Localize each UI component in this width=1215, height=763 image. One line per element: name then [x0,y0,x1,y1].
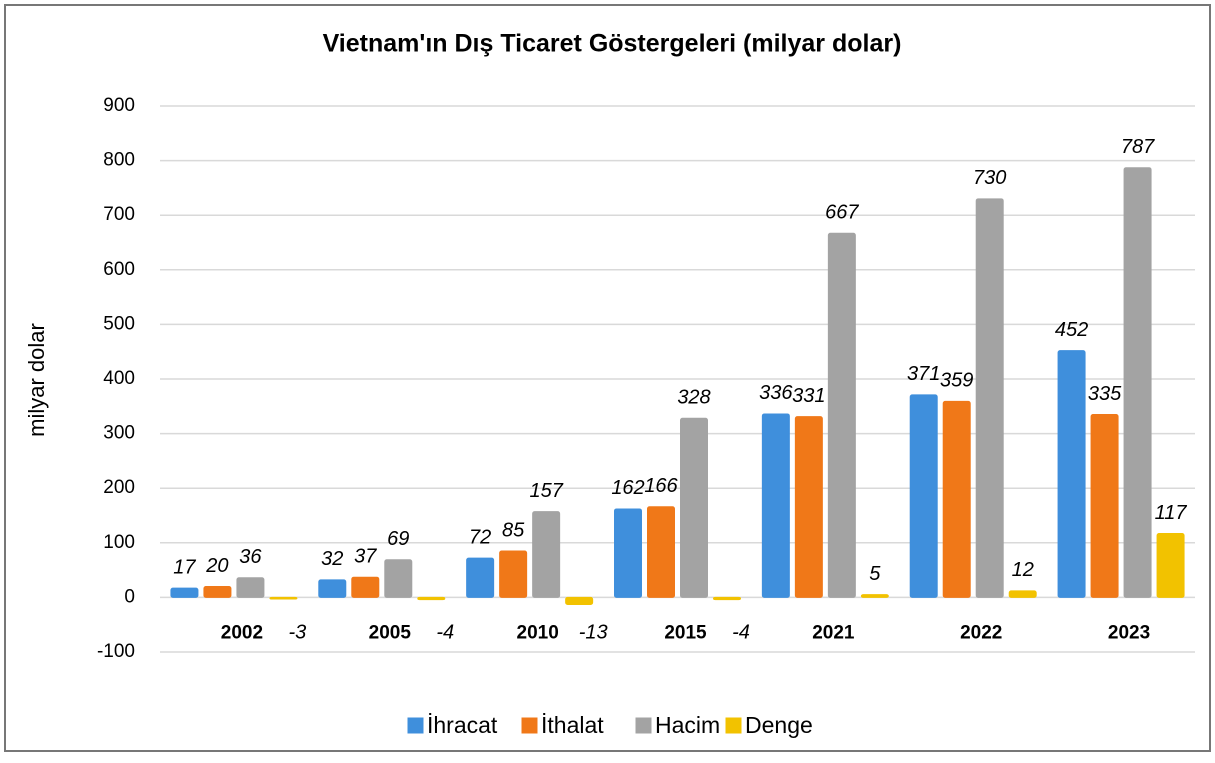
bar [565,596,594,605]
chart-title: Vietnam'ın Dış Ticaret Göstergeleri (mil… [323,30,902,58]
data-label: 32 [321,548,343,570]
legend-label: Hacim [655,712,720,738]
y-tick-label: 300 [103,423,135,444]
data-label: 12 [1012,559,1034,581]
legend-swatch [635,717,652,734]
bar [909,394,938,598]
bar [794,416,823,598]
data-label: 5 [869,563,881,585]
x-tick-label: 2021 [812,622,855,643]
legend-swatch [521,717,538,734]
bar [680,417,708,598]
bar [1057,350,1086,598]
bar [269,596,298,600]
data-label: 36 [239,546,262,568]
bar [532,511,561,598]
data-label: -3 [289,622,307,644]
bar [1156,533,1185,598]
bar [203,585,232,598]
data-label: 72 [469,526,491,548]
data-label: 331 [792,385,825,407]
data-label: -4 [436,622,454,644]
y-tick-label: 500 [103,313,135,334]
y-tick-label: 700 [103,204,135,225]
y-tick-label: 100 [103,532,135,553]
bar [499,550,528,598]
data-label: -13 [579,622,608,644]
bar [384,559,413,598]
bar [713,596,741,601]
data-label: -4 [732,622,750,644]
legend-swatch [725,717,742,734]
data-label: 85 [502,519,525,541]
bar [318,579,347,598]
y-tick-label: 400 [103,368,135,389]
bar [860,594,889,598]
y-axis-label: milyar dolar [24,323,49,437]
x-tick-label: 2002 [221,622,263,643]
data-label: 117 [1155,502,1188,524]
data-label: 371 [907,363,940,385]
data-label: 69 [387,528,409,550]
legend-label: İthalat [541,712,604,738]
bar [647,506,675,598]
data-label: 328 [677,387,710,409]
data-label: 452 [1055,319,1088,341]
x-tick-label: 2010 [517,622,559,643]
bar [1008,590,1037,598]
x-tick-label: 2023 [1108,622,1150,643]
x-tick-label: 2022 [960,622,1002,643]
data-label: 20 [205,555,228,577]
bar [1123,167,1152,598]
y-tick-label: 800 [103,150,135,171]
bar [1090,413,1119,598]
legend-label: Denge [745,712,813,738]
y-tick-label: 900 [103,95,135,116]
y-tick-label: 0 [124,586,135,607]
legend-label: İhracat [427,712,498,738]
bar [351,576,380,598]
data-label: 157 [529,480,563,502]
bar [466,557,495,598]
x-tick-label: 2005 [369,622,412,643]
y-tick-label: 200 [103,477,135,498]
data-label: 336 [759,382,793,404]
data-label: 166 [644,475,678,497]
bar [975,198,1004,598]
chart-border [4,4,1211,752]
data-label: 335 [1088,383,1122,405]
data-label: 667 [825,201,859,223]
bar [614,508,642,598]
bar [761,413,790,598]
bar [236,577,265,598]
data-label: 17 [173,556,196,578]
y-tick-label: 600 [103,259,135,280]
data-label: 162 [611,477,644,499]
bar [170,587,199,598]
data-label: 37 [354,545,377,567]
data-label: 787 [1121,136,1155,158]
y-tick-label: -100 [97,641,135,662]
bar [942,400,971,598]
legend-swatch [407,717,424,734]
data-label: 359 [940,370,973,392]
bar [827,232,856,598]
data-label: 730 [973,167,1006,189]
x-tick-label: 2015 [664,622,707,643]
bar [417,596,446,601]
